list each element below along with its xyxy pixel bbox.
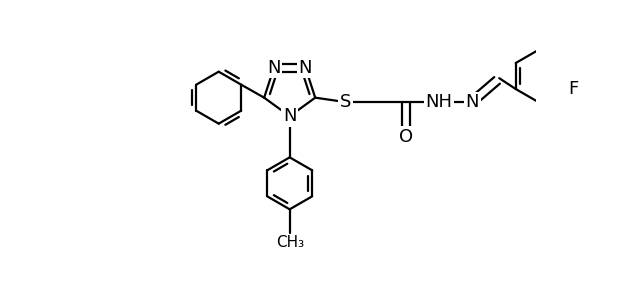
Text: N: N xyxy=(283,107,296,125)
Text: CH₃: CH₃ xyxy=(276,235,304,250)
Text: N: N xyxy=(299,59,312,77)
Text: F: F xyxy=(568,80,579,98)
Text: NH: NH xyxy=(425,93,452,111)
Text: N: N xyxy=(466,93,479,111)
Text: S: S xyxy=(340,93,351,111)
Text: O: O xyxy=(399,128,413,146)
Text: N: N xyxy=(267,59,281,77)
